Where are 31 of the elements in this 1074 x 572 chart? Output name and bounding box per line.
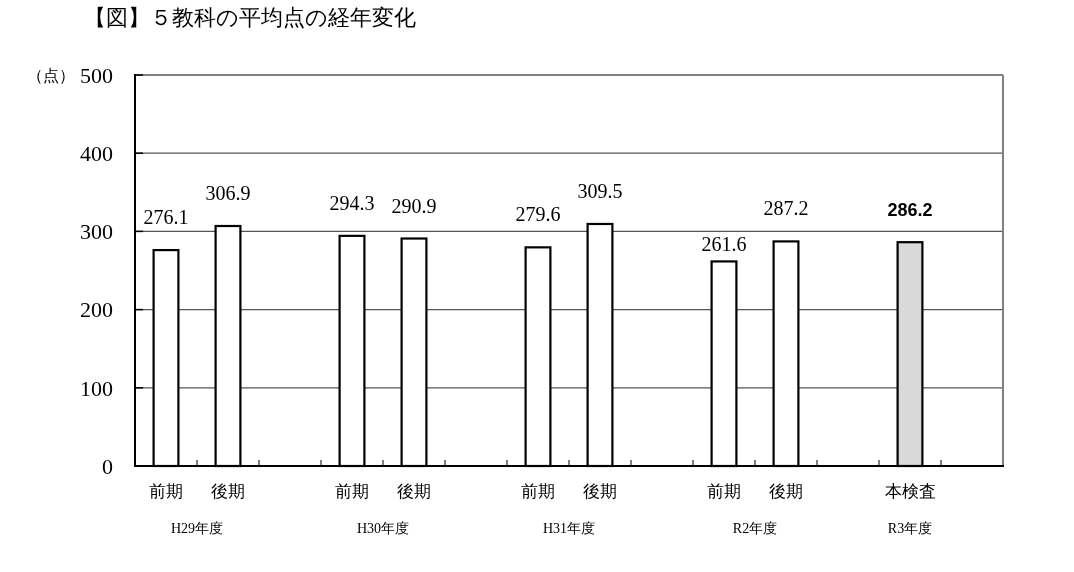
y-axis-title: （点） bbox=[27, 66, 75, 84]
data-label: 306.9 bbox=[205, 182, 251, 204]
text: R3年度 bbox=[887, 521, 933, 536]
y-tick-label: 300 bbox=[80, 219, 113, 245]
chart-title: 【図】５教科の平均点の経年変化 bbox=[84, 5, 416, 30]
data-label: 261.6 bbox=[701, 233, 747, 256]
text: H29年度 bbox=[170, 521, 224, 536]
y-tick-label: 0 bbox=[102, 453, 113, 479]
x-tick-label: 前期 bbox=[707, 482, 741, 501]
x-tick-label: 後期 bbox=[769, 482, 803, 501]
text: H31年度 bbox=[542, 521, 596, 536]
data-label: 309.5 bbox=[577, 179, 623, 202]
text: R2年度 bbox=[732, 521, 778, 536]
data-label: 294.3 bbox=[329, 191, 375, 214]
data-label: 279.6 bbox=[515, 203, 561, 226]
x-tick-label: 後期 bbox=[583, 482, 617, 501]
y-tick-label: 200 bbox=[80, 297, 113, 323]
x-tick-label: 前期 bbox=[335, 482, 369, 501]
x-tick-label: 前期 bbox=[521, 482, 555, 501]
x-tick-label: 前期 bbox=[149, 482, 183, 501]
data-label: 287.2 bbox=[763, 197, 809, 220]
data-label: 276.1 bbox=[143, 206, 189, 229]
text: H30年度 bbox=[356, 521, 410, 536]
data-label: 290.9 bbox=[391, 194, 437, 217]
data-label: 286.2 bbox=[887, 200, 933, 221]
y-tick-label: 100 bbox=[80, 375, 113, 401]
y-tick-label: 500 bbox=[80, 62, 113, 88]
x-tick-label: 後期 bbox=[397, 482, 431, 501]
y-tick-label: 400 bbox=[80, 140, 113, 166]
x-tick-label: 本検査 bbox=[884, 482, 936, 501]
x-tick-label: 後期 bbox=[211, 482, 245, 501]
